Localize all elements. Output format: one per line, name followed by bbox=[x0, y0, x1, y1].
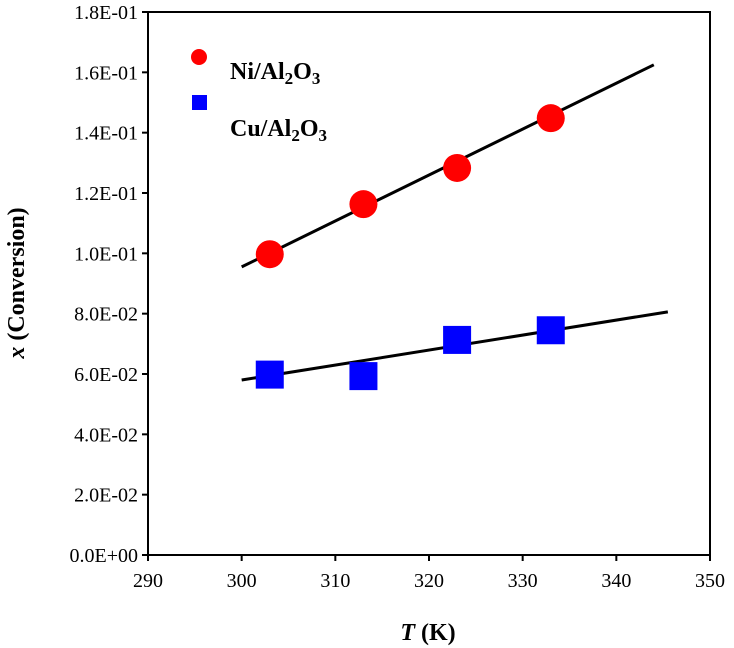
x-axis-variable: T bbox=[400, 620, 416, 646]
x-tick-label: 300 bbox=[227, 570, 257, 592]
legend-marker-cu bbox=[192, 95, 207, 110]
y-tick-label: 8.0E-02 bbox=[74, 304, 138, 326]
data-point-cu bbox=[443, 325, 472, 354]
data-point-ni bbox=[255, 240, 284, 269]
x-tick-label: 330 bbox=[508, 570, 538, 592]
data-point-cu bbox=[536, 316, 565, 345]
y-tick-label: 0.0E+00 bbox=[70, 545, 139, 567]
y-axis-title: x (Conversion) bbox=[4, 207, 30, 359]
data-point-ni bbox=[349, 190, 378, 219]
y-axis-variable: x bbox=[4, 347, 30, 360]
plot-frame bbox=[147, 11, 711, 556]
data-point-cu bbox=[349, 362, 378, 391]
x-tick-label: 320 bbox=[414, 570, 444, 592]
data-point-cu bbox=[255, 360, 284, 389]
legend-marker-ni bbox=[191, 49, 207, 65]
y-tick-label: 1.0E-01 bbox=[74, 243, 138, 265]
legend-label-cu: Cu/Al2O3 bbox=[230, 116, 327, 145]
y-tick-label: 1.6E-01 bbox=[74, 62, 138, 84]
x-axis-unit: (K) bbox=[415, 620, 456, 646]
data-point-ni bbox=[443, 153, 472, 182]
plot-area: 0.0E+00 2.0E-02 4.0E-02 6.0E-02 8.0E-02 1.0E-… bbox=[70, 2, 726, 592]
x-tick-label: 350 bbox=[695, 570, 725, 592]
y-tick-label: 6.0E-02 bbox=[74, 364, 138, 386]
x-tick-label: 310 bbox=[320, 570, 350, 592]
legend-label-ni: Ni/Al2O3 bbox=[230, 59, 320, 88]
data-point-ni bbox=[536, 104, 565, 133]
legend: Ni/Al2O3 Cu/Al2O3 bbox=[191, 49, 327, 145]
y-axis-unit: (Conversion) bbox=[4, 207, 30, 346]
x-tick-label: 290 bbox=[133, 570, 163, 592]
x-tick-label: 340 bbox=[601, 570, 631, 592]
y-tick-label: 1.8E-01 bbox=[74, 2, 138, 24]
y-tick-label: 2.0E-02 bbox=[74, 485, 138, 507]
x-axis-title: T (K) bbox=[400, 620, 455, 646]
y-tick-label: 1.2E-01 bbox=[74, 183, 138, 205]
y-tick-label: 1.4E-01 bbox=[74, 123, 138, 145]
y-tick-label: 4.0E-02 bbox=[74, 424, 138, 446]
